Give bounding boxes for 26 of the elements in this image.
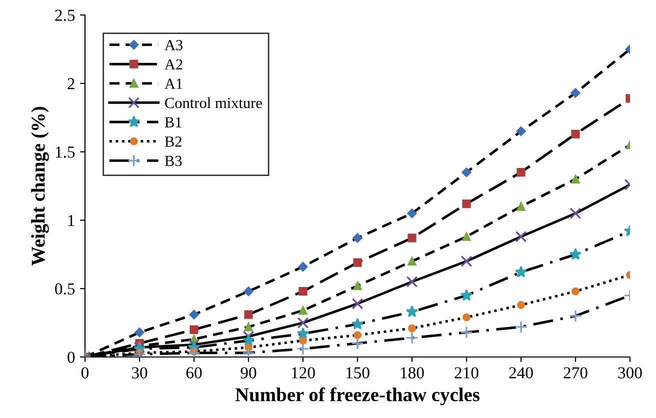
legend-label: B2 <box>164 136 182 147</box>
x-tick-label: 300 <box>618 367 642 378</box>
y-tick-label: 2 <box>68 78 74 90</box>
x-tick-label: 270 <box>564 367 588 378</box>
y-axis-title: Weight change (%) <box>31 106 49 266</box>
legend-label: Control mixture <box>165 97 262 108</box>
y-tick-label: 2.5 <box>55 10 75 22</box>
x-tick-label: 90 <box>240 367 256 378</box>
y-tick-label: 0.5 <box>55 283 75 295</box>
legend-label: A2 <box>164 59 182 70</box>
x-tick-label: 0 <box>81 367 89 378</box>
x-tick-label: 240 <box>509 367 533 378</box>
x-tick-label: 60 <box>186 367 202 378</box>
x-tick-label: 180 <box>400 367 424 378</box>
legend-label: B1 <box>164 117 182 128</box>
legend-label: A3 <box>164 40 183 50</box>
y-tick-label: 1 <box>68 214 74 226</box>
legend-label: A1 <box>164 78 182 89</box>
y-tick-label: 0 <box>68 352 75 363</box>
x-tick-label: 210 <box>454 367 478 378</box>
legend-label: B3 <box>164 156 182 166</box>
x-tick-label: 30 <box>132 367 148 378</box>
x-axis-title: Number of freeze-thaw cycles <box>235 387 480 406</box>
y-tick-label: 1.5 <box>56 146 75 158</box>
x-tick-label: 120 <box>292 367 315 378</box>
x-tick-label: 150 <box>346 367 370 378</box>
